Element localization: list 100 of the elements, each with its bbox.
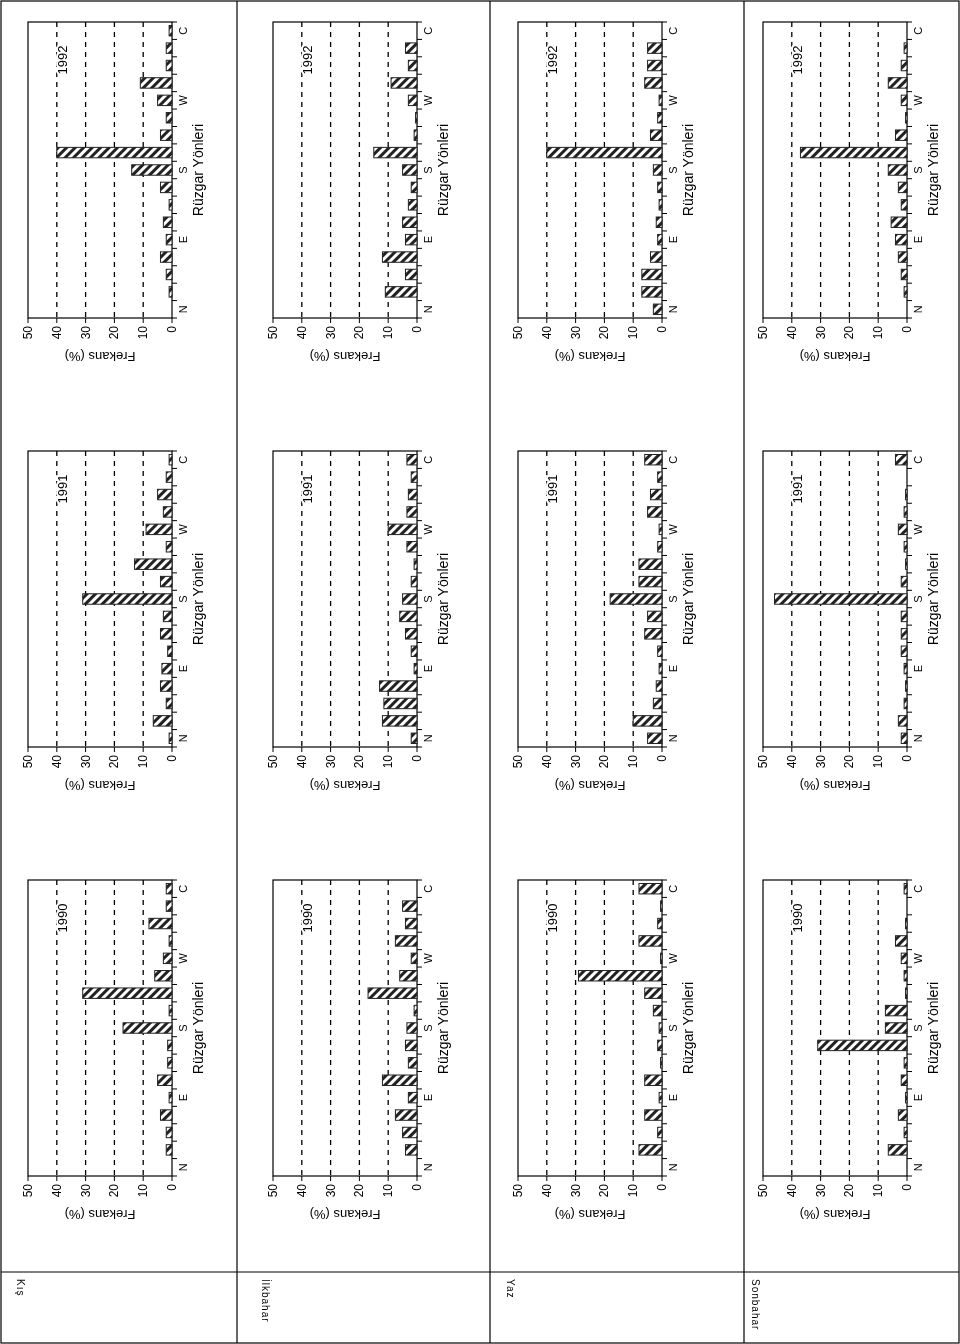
x-tick-label: 10 [381,325,396,340]
bar [644,1109,663,1121]
bar [900,610,908,623]
bar [894,233,908,246]
bar [410,575,418,588]
bar [657,181,663,194]
y-tick-label: W [912,952,924,964]
x-axis-title: Frekans (%) [64,1206,136,1222]
bar [410,732,418,745]
bar [410,181,418,194]
bar [413,558,418,570]
bar [413,662,418,675]
bar [122,1022,173,1034]
bar [168,1091,173,1104]
bar [407,1091,418,1104]
bar [641,286,663,298]
x-tick-label: 20 [597,1183,612,1198]
y-tick-label: C [422,26,434,35]
x-tick-label: 30 [78,1183,93,1198]
x-tick-label: 40 [539,1183,554,1198]
bar [652,303,663,316]
x-tick-label: 30 [813,754,828,769]
x-tick-label: 50 [756,325,770,340]
y-tick-label: N [422,1163,434,1172]
bar [381,1074,418,1086]
y-tick-label: N [422,305,434,314]
bar [402,1126,418,1139]
bar [638,558,663,570]
x-tick-label: 20 [597,325,612,340]
y-tick-label: C [667,26,679,35]
bar [890,216,908,228]
x-tick-label: 10 [381,1183,396,1198]
bar [165,42,173,54]
x-axis-title: Frekans (%) [554,1206,626,1222]
bar [152,715,173,727]
x-axis-title: Frekans (%) [64,777,136,793]
bar [139,77,173,89]
bar [82,593,173,605]
x-tick-label: 10 [136,1183,151,1198]
bar [406,506,418,518]
x-tick-label: 40 [49,325,64,340]
bar [404,1039,418,1052]
y-axis-title: Rüzgar Yönleri [190,552,207,646]
y-tick-label: W [422,952,434,964]
bar [167,1057,173,1069]
bar [609,593,663,605]
bar [817,1039,908,1052]
x-tick-label: 50 [266,754,280,769]
bar [887,77,908,89]
bar [887,1144,908,1156]
x-tick-label: 10 [381,754,396,769]
bar [638,1144,663,1156]
bar [404,268,418,281]
x-axis-title: Frekans (%) [554,348,626,364]
bar [652,1004,663,1017]
bar [168,935,173,947]
bar [652,697,663,710]
bar [644,628,663,640]
y-tick-label: E [912,1093,924,1102]
bar [159,575,173,588]
bar [404,233,418,246]
x-axis-title: Frekans (%) [309,348,381,364]
bar [900,732,908,745]
x-tick-label: 40 [49,754,64,769]
bar [134,558,173,570]
x-tick-label: 20 [842,325,857,340]
x-tick-label: 50 [756,754,770,769]
bar [657,645,663,657]
bar [165,112,173,124]
bar [168,199,173,211]
y-tick-label: E [177,235,189,244]
y-tick-label: S [912,595,924,603]
y-axis-title: Rüzgar Yönleri [435,981,452,1075]
bar [410,952,418,965]
x-tick-label: 40 [784,325,799,340]
x-tick-label: 20 [597,754,612,769]
bar [168,24,173,37]
x-tick-label: 50 [511,1183,525,1198]
y-tick-label: C [667,884,679,893]
bar [903,882,908,895]
y-tick-label: C [177,455,189,464]
x-tick-label: 40 [539,754,554,769]
bar [394,1109,418,1121]
y-tick-label: E [422,1093,434,1102]
y-tick-label: S [177,595,189,603]
bar [900,94,908,107]
text: 1990 [790,903,806,933]
x-tick-label: 10 [626,754,641,769]
y-tick-label: S [422,595,434,603]
bar [903,286,908,298]
bar [404,42,418,54]
y-tick-label: S [422,166,434,174]
bar [657,541,663,553]
x-tick-label: 10 [871,1183,886,1198]
x-axis-title: Frekans (%) [799,1206,871,1222]
x-tick-label: 20 [107,754,122,769]
bar [647,42,663,54]
bar [165,697,173,710]
bar [900,1074,908,1086]
bar [407,94,418,107]
